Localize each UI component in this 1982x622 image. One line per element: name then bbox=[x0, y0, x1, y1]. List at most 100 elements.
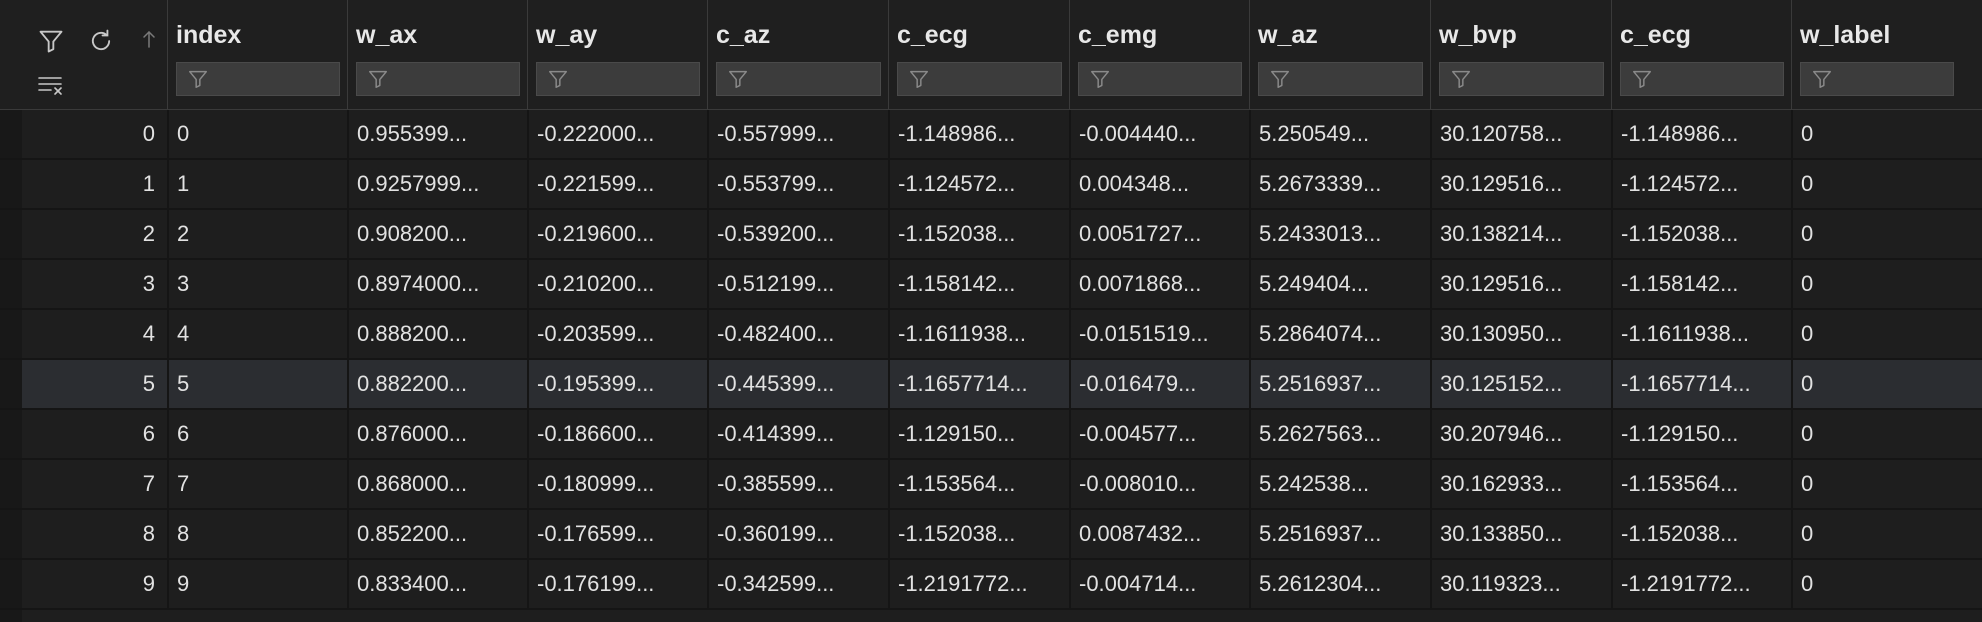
table-cell[interactable]: -1.124572... bbox=[888, 160, 1069, 208]
table-cell[interactable]: -1.148986... bbox=[1611, 110, 1791, 158]
column-filter-box[interactable] bbox=[897, 62, 1062, 96]
column-title[interactable]: w_label bbox=[1800, 21, 1891, 49]
table-cell[interactable]: -0.360199... bbox=[707, 510, 888, 558]
table-cell[interactable]: 5.250549... bbox=[1249, 110, 1430, 158]
table-cell[interactable]: -0.512199... bbox=[707, 260, 888, 308]
table-cell[interactable]: -1.129150... bbox=[1611, 410, 1791, 458]
table-cell[interactable]: -1.1657714... bbox=[888, 360, 1069, 408]
table-cell[interactable]: -0.186600... bbox=[527, 410, 707, 458]
column-filter-box[interactable] bbox=[1620, 62, 1784, 96]
table-cell[interactable]: 0 bbox=[167, 110, 347, 158]
table-cell[interactable]: -1.152038... bbox=[1611, 510, 1791, 558]
column-filter-box[interactable] bbox=[176, 62, 340, 96]
table-cell[interactable]: -1.152038... bbox=[888, 210, 1069, 258]
column-filter-box[interactable] bbox=[1439, 62, 1604, 96]
table-cell[interactable]: -0.180999... bbox=[527, 460, 707, 508]
table-cell[interactable]: 30.130950... bbox=[1430, 310, 1611, 358]
table-cell[interactable]: 0.908200... bbox=[347, 210, 527, 258]
column-filter-box[interactable] bbox=[356, 62, 520, 96]
table-cell[interactable]: 5.2627563... bbox=[1249, 410, 1430, 458]
table-cell[interactable]: 0.882200... bbox=[347, 360, 527, 408]
column-header-c_ecg[interactable]: c_ecg bbox=[1611, 0, 1792, 109]
table-cell[interactable]: 0 bbox=[1791, 310, 1961, 358]
table-cell[interactable]: 7 bbox=[167, 460, 347, 508]
column-filter-input[interactable] bbox=[1841, 66, 1949, 92]
table-cell[interactable]: 5.2612304... bbox=[1249, 560, 1430, 608]
table-cell[interactable]: 30.133850... bbox=[1430, 510, 1611, 558]
table-cell[interactable]: 30.162933... bbox=[1430, 460, 1611, 508]
table-cell[interactable]: -0.539200... bbox=[707, 210, 888, 258]
table-cell[interactable]: 0.888200... bbox=[347, 310, 527, 358]
table-row[interactable]: 8 8 0.852200... -0.176599... -0.360199... -1.… bbox=[0, 510, 1982, 560]
table-cell[interactable]: 0 bbox=[1791, 210, 1961, 258]
table-cell[interactable]: -0.004714... bbox=[1069, 560, 1249, 608]
column-filter-input[interactable] bbox=[577, 66, 695, 92]
table-cell[interactable]: 1 bbox=[167, 160, 347, 208]
table-row[interactable]: 6 6 0.876000... -0.186600... -0.414399... -1.… bbox=[0, 410, 1982, 460]
table-cell[interactable]: 30.207946... bbox=[1430, 410, 1611, 458]
table-row[interactable]: 0 0 0.955399... -0.222000... -0.557999... -1.… bbox=[0, 110, 1982, 160]
table-cell[interactable]: 5.2516937... bbox=[1249, 510, 1430, 558]
table-cell[interactable]: 30.119323... bbox=[1430, 560, 1611, 608]
table-cell[interactable]: 30.129516... bbox=[1430, 160, 1611, 208]
table-cell[interactable]: 6 bbox=[167, 410, 347, 458]
table-cell[interactable]: 0.833400... bbox=[347, 560, 527, 608]
table-row[interactable]: 7 7 0.868000... -0.180999... -0.385599... -1.… bbox=[0, 460, 1982, 510]
sort-arrow-icon[interactable] bbox=[138, 26, 160, 52]
table-cell[interactable]: 0.955399... bbox=[347, 110, 527, 158]
table-cell[interactable]: 5.2864074... bbox=[1249, 310, 1430, 358]
table-cell[interactable]: -0.342599... bbox=[707, 560, 888, 608]
clear-filters-icon[interactable] bbox=[34, 70, 68, 100]
column-filter-input[interactable] bbox=[397, 66, 515, 92]
table-cell[interactable]: 5.2433013... bbox=[1249, 210, 1430, 258]
table-cell[interactable]: -1.129150... bbox=[888, 410, 1069, 458]
column-header-w_ay[interactable]: w_ay bbox=[527, 0, 708, 109]
column-header-c_emg[interactable]: c_emg bbox=[1069, 0, 1250, 109]
table-cell[interactable]: -1.158142... bbox=[1611, 260, 1791, 308]
table-row[interactable]: 9 9 0.833400... -0.176199... -0.342599... -1.… bbox=[0, 560, 1982, 610]
column-filter-input[interactable] bbox=[757, 66, 876, 92]
table-cell[interactable]: -0.008010... bbox=[1069, 460, 1249, 508]
table-cell[interactable]: -0.210200... bbox=[527, 260, 707, 308]
table-cell[interactable]: -1.2191772... bbox=[888, 560, 1069, 608]
table-cell[interactable]: 8 bbox=[167, 510, 347, 558]
column-header-c_ecg[interactable]: c_ecg bbox=[888, 0, 1070, 109]
table-cell[interactable]: 0 bbox=[1791, 260, 1961, 308]
column-filter-input[interactable] bbox=[1119, 66, 1237, 92]
table-cell[interactable]: 0 bbox=[1791, 360, 1961, 408]
table-cell[interactable]: 30.125152... bbox=[1430, 360, 1611, 408]
table-cell[interactable]: -0.016479... bbox=[1069, 360, 1249, 408]
table-cell[interactable]: 5.249404... bbox=[1249, 260, 1430, 308]
table-cell[interactable]: -1.1611938... bbox=[1611, 310, 1791, 358]
table-cell[interactable]: -0.557999... bbox=[707, 110, 888, 158]
table-cell[interactable]: 0.9257999... bbox=[347, 160, 527, 208]
table-cell[interactable]: -1.148986... bbox=[888, 110, 1069, 158]
column-title[interactable]: c_ecg bbox=[1620, 21, 1691, 49]
column-filter-input[interactable] bbox=[217, 66, 335, 92]
table-cell[interactable]: -0.203599... bbox=[527, 310, 707, 358]
table-cell[interactable]: 9 bbox=[167, 560, 347, 608]
table-cell[interactable]: 0.8974000... bbox=[347, 260, 527, 308]
table-cell[interactable]: -0.176599... bbox=[527, 510, 707, 558]
column-title[interactable]: index bbox=[176, 21, 242, 49]
column-title[interactable]: w_ay bbox=[536, 21, 598, 49]
table-cell[interactable]: -0.414399... bbox=[707, 410, 888, 458]
table-cell[interactable]: -1.124572... bbox=[1611, 160, 1791, 208]
table-cell[interactable]: 30.129516... bbox=[1430, 260, 1611, 308]
column-filter-box[interactable] bbox=[1258, 62, 1423, 96]
table-row[interactable]: 4 4 0.888200... -0.203599... -0.482400... -1.… bbox=[0, 310, 1982, 360]
column-title[interactable]: c_az bbox=[716, 21, 771, 49]
table-cell[interactable]: -0.195399... bbox=[527, 360, 707, 408]
column-filter-input[interactable] bbox=[1661, 66, 1779, 92]
table-cell[interactable]: 5 bbox=[167, 360, 347, 408]
table-cell[interactable]: -0.385599... bbox=[707, 460, 888, 508]
table-cell[interactable]: -1.152038... bbox=[888, 510, 1069, 558]
column-title[interactable]: c_ecg bbox=[897, 21, 968, 49]
column-header-w_label[interactable]: w_label bbox=[1791, 0, 1962, 109]
table-row[interactable]: 5 5 0.882200... -0.195399... -0.445399... -1.… bbox=[0, 360, 1982, 410]
table-cell[interactable]: 5.242538... bbox=[1249, 460, 1430, 508]
column-header-w_az[interactable]: w_az bbox=[1249, 0, 1431, 109]
column-title[interactable]: w_az bbox=[1258, 21, 1318, 49]
table-cell[interactable]: 0 bbox=[1791, 560, 1961, 608]
table-cell[interactable]: 0 bbox=[1791, 410, 1961, 458]
